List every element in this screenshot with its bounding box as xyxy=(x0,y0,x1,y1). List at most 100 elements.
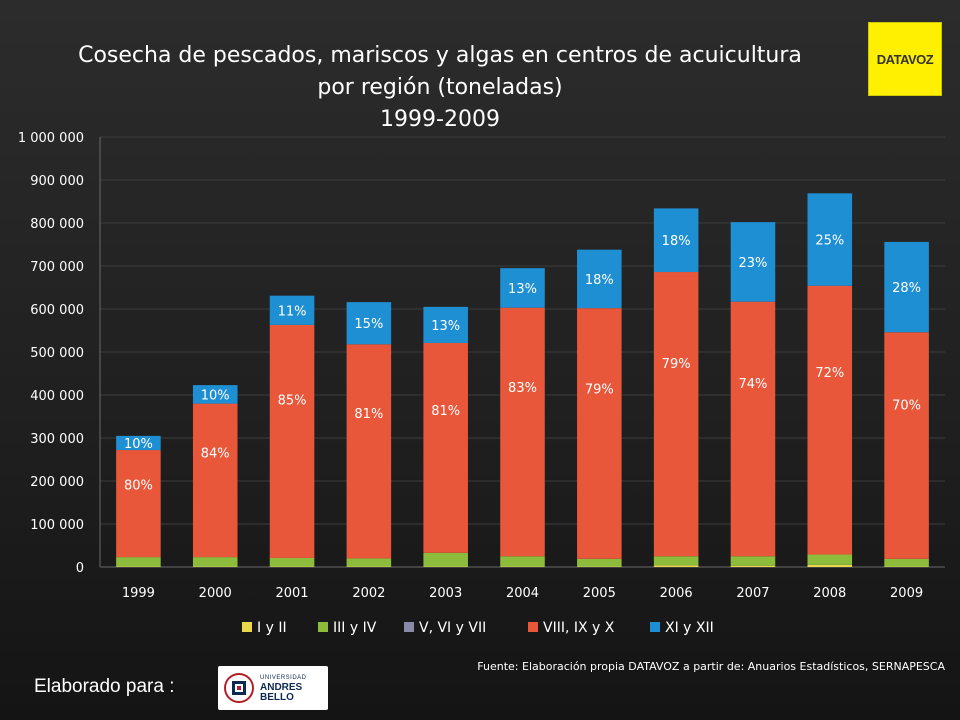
x-tick-label: 2005 xyxy=(583,586,616,601)
bar-viii-ix-y-x xyxy=(346,344,392,559)
bar-viii-ix-y-x xyxy=(423,342,468,553)
chart-title-line-1: Cosecha de pescados, mariscos y algas en… xyxy=(78,43,802,68)
legend-label-iii-y-iv: III y IV xyxy=(333,620,377,636)
x-tick-label: 2001 xyxy=(275,586,308,601)
x-tick-label: 2006 xyxy=(660,586,693,601)
bar-iii-y-iv xyxy=(653,556,699,566)
university-name: ANDRES BELLO xyxy=(260,682,303,703)
university-emblem-icon xyxy=(224,671,254,705)
bar-iii-y-iv xyxy=(577,558,622,567)
data-label: 23% xyxy=(739,256,768,271)
y-axis: 0 100 000 200 000 300 000 400 000 500 000 600 … xyxy=(18,131,84,576)
bar-iii-y-iv xyxy=(730,556,776,566)
y-tick-label: 200 000 xyxy=(30,475,84,490)
bar-xi-y-xii xyxy=(269,295,315,325)
bar-viii-ix-y-x xyxy=(884,332,929,559)
chart-title: Cosecha de pescados, mariscos y algas en… xyxy=(40,40,840,136)
y-tick-label: 0 xyxy=(76,561,84,576)
y-tick-label: 500 000 xyxy=(30,346,84,361)
bar-viii-ix-y-x xyxy=(577,308,622,559)
legend-swatch-i-y-ii xyxy=(242,622,252,632)
bar-xi-y-xii xyxy=(423,306,468,343)
bar-i-y-ii xyxy=(653,565,699,567)
x-tick-label: 2009 xyxy=(890,586,923,601)
bar-viii-ix-y-x xyxy=(653,272,699,557)
bar-iii-y-iv xyxy=(346,558,392,567)
y-tick-label: 100 000 xyxy=(30,518,84,533)
data-label: 13% xyxy=(508,282,537,297)
x-tick-label: 2000 xyxy=(199,586,232,601)
y-tick-label: 700 000 xyxy=(30,260,84,275)
bar-iii-y-iv xyxy=(269,557,315,567)
data-label: 79% xyxy=(662,357,691,372)
legend-swatch-viii-ix-y-x xyxy=(528,622,538,632)
made-for-label: Elaborado para : xyxy=(34,676,175,697)
bar-iii-y-iv xyxy=(192,557,238,567)
bar-viii-ix-y-x xyxy=(192,403,238,558)
x-tick-label: 2003 xyxy=(429,586,462,601)
y-tick-label: 600 000 xyxy=(30,303,84,318)
data-label: 79% xyxy=(585,382,614,397)
y-tick-label: 900 000 xyxy=(30,174,84,189)
data-label: 13% xyxy=(431,319,460,334)
data-label: 74% xyxy=(739,377,768,392)
data-label: 18% xyxy=(662,234,691,249)
bar-viii-ix-y-x xyxy=(730,301,776,557)
bar-iii-y-iv xyxy=(116,557,161,567)
legend-swatch-v-vi-y-vii xyxy=(404,622,414,632)
x-tick-label: 1999 xyxy=(122,586,155,601)
bar-iii-y-iv xyxy=(423,552,468,567)
legend-swatch-xi-y-xii xyxy=(650,622,660,632)
data-label: 70% xyxy=(892,399,921,414)
bar-i-y-ii xyxy=(807,564,853,567)
bar-xi-y-xii xyxy=(730,222,776,302)
legend-label-xi-y-xii: XI y XII xyxy=(665,620,714,636)
data-labels: 80% 84% 85% 81% 81% 83% 79% 79% 74% 72% 70% 10% 10% 1… xyxy=(124,234,921,494)
data-label: 85% xyxy=(278,393,307,408)
legend-label-viii-ix-y-x: VIII, IX y X xyxy=(543,620,615,636)
bar-iii-y-iv xyxy=(884,558,929,567)
datavoz-logo: DATAVOZ xyxy=(868,22,942,96)
legend-label-i-y-ii: I y II xyxy=(257,620,287,636)
data-label: 81% xyxy=(431,404,460,419)
legend-label-v-vi-y-vii: V, VI y VII xyxy=(419,620,486,636)
data-label: 10% xyxy=(201,388,230,403)
bars xyxy=(116,193,929,567)
y-tick-label: 800 000 xyxy=(30,217,84,232)
data-label: 10% xyxy=(124,437,153,452)
bar-xi-y-xii xyxy=(116,435,161,451)
data-label: 15% xyxy=(354,317,383,332)
legend-swatch-iii-y-iv xyxy=(318,622,328,632)
data-label: 81% xyxy=(354,407,383,422)
y-tick-label: 1 000 000 xyxy=(18,131,84,146)
data-label: 80% xyxy=(124,478,153,493)
legend: I y II III y IV V, VI y VII VIII, IX y X XI … xyxy=(242,620,714,636)
bar-viii-ix-y-x xyxy=(807,285,853,555)
bar-xi-y-xii xyxy=(500,268,545,308)
data-label: 83% xyxy=(508,381,537,396)
university-logo: UNIVERSIDAD ANDRES BELLO xyxy=(218,666,328,710)
chart-title-line-2: por región (toneladas) xyxy=(317,75,563,100)
y-tick-label: 400 000 xyxy=(30,389,84,404)
datavoz-logo-text: DATAVOZ xyxy=(876,51,934,67)
bar-viii-ix-y-x xyxy=(269,324,315,558)
x-tick-label: 2007 xyxy=(736,586,769,601)
bar-xi-y-xii xyxy=(577,249,622,309)
y-tick-label: 300 000 xyxy=(30,432,84,447)
bar-xi-y-xii xyxy=(653,208,699,273)
bar-iii-y-iv xyxy=(807,554,853,565)
data-label: 28% xyxy=(892,281,921,296)
data-label: 11% xyxy=(278,304,307,319)
bar-xi-y-xii xyxy=(192,385,238,404)
bar-viii-ix-y-x xyxy=(500,307,545,557)
bar-viii-ix-y-x xyxy=(116,450,161,558)
x-tick-label: 2004 xyxy=(506,586,539,601)
data-label: 72% xyxy=(815,366,844,381)
bar-xi-y-xii xyxy=(346,302,392,345)
chart-title-line-3: 1999-2009 xyxy=(380,107,500,132)
source-note: Fuente: Elaboración propia DATAVOZ a par… xyxy=(477,660,945,673)
bar-i-y-ii xyxy=(730,565,776,567)
data-label: 18% xyxy=(585,273,614,288)
